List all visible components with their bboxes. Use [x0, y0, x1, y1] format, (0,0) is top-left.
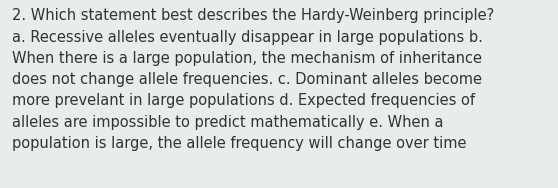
- Text: 2. Which statement best describes the Hardy-Weinberg principle?
a. Recessive all: 2. Which statement best describes the Ha…: [12, 8, 494, 151]
